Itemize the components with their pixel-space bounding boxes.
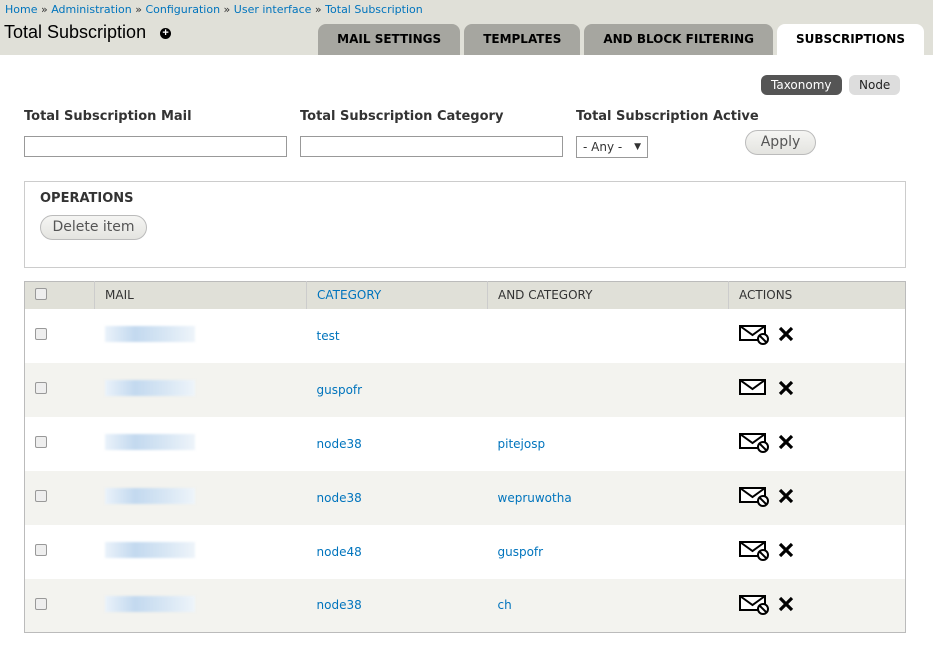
category-filter-input[interactable] (300, 136, 563, 157)
delete-item-button[interactable]: Delete item (40, 215, 147, 240)
col-and-category: AND CATEGORY (487, 281, 729, 309)
category-link[interactable]: test (316, 328, 340, 343)
breadcrumb: Home » Administration » Configuration » … (5, 3, 423, 16)
mail-redacted (104, 326, 195, 342)
delete-x-icon[interactable] (778, 434, 794, 453)
apply-button[interactable]: Apply (745, 130, 816, 155)
breadcrumb-total-subscription[interactable]: Total Subscription (325, 3, 423, 16)
row-checkbox[interactable] (35, 382, 47, 394)
breadcrumb-user-interface[interactable]: User interface (233, 3, 312, 16)
mail-redacted (104, 434, 195, 450)
delete-x-icon[interactable] (778, 488, 794, 507)
add-shortcut-icon[interactable]: + (160, 27, 172, 39)
category-link[interactable]: node48 (316, 544, 362, 559)
category-link[interactable]: node38 (316, 598, 362, 613)
delete-x-icon[interactable] (778, 380, 794, 399)
row-checkbox[interactable] (35, 490, 47, 502)
tab-templates[interactable]: TEMPLATES (464, 24, 581, 55)
breadcrumb-configuration[interactable]: Configuration (145, 3, 221, 16)
page-title-text: Total Subscription (4, 22, 147, 42)
tab-mail-settings[interactable]: MAIL SETTINGS (318, 24, 461, 55)
mail-filter-label: Total Subscription Mail (24, 109, 192, 124)
and-category-link[interactable]: ch (497, 598, 512, 613)
taxonomy-button[interactable]: Taxonomy (761, 75, 842, 95)
row-checkbox[interactable] (35, 436, 47, 448)
operations-panel: OPERATIONS Delete item (24, 181, 906, 268)
mail-redacted (104, 595, 195, 612)
col-mail: MAIL (94, 281, 307, 309)
header: Home » Administration » Configuration » … (0, 0, 933, 55)
row-checkbox[interactable] (35, 328, 47, 340)
delete-x-icon[interactable] (778, 542, 794, 561)
row-checkbox[interactable] (35, 544, 47, 556)
category-link[interactable]: guspofr (316, 382, 363, 397)
active-filter-label: Total Subscription Active (576, 109, 759, 124)
tab-and-block-filtering[interactable]: AND BLOCK FILTERING (584, 24, 773, 55)
mail-blocked-icon[interactable] (738, 539, 769, 564)
table-row: node38 wepruwotha (24, 470, 906, 525)
active-filter-value: - Any - (583, 140, 623, 154)
delete-x-icon[interactable] (778, 596, 794, 615)
category-link[interactable]: node38 (316, 490, 362, 505)
and-category-link[interactable]: wepruwotha (497, 490, 572, 505)
col-actions: ACTIONS (728, 281, 906, 309)
page-title: Total Subscription + (4, 22, 172, 43)
mail-blocked-icon[interactable] (738, 485, 769, 510)
select-all-checkbox[interactable] (35, 287, 47, 300)
mail-blocked-icon[interactable] (738, 593, 769, 618)
tab-subscriptions[interactable]: SUBSCRIPTIONS (776, 24, 924, 55)
table-row: test (24, 308, 906, 363)
mail-filter-input[interactable] (24, 136, 287, 157)
and-category-link[interactable]: pitejosp (497, 436, 546, 451)
node-button[interactable]: Node (849, 75, 901, 95)
breadcrumb-administration[interactable]: Administration (51, 3, 132, 16)
delete-x-icon[interactable] (778, 326, 794, 345)
mail-blocked-icon[interactable] (738, 323, 769, 348)
table-row: node38 pitejosp (24, 416, 906, 471)
active-filter-select[interactable]: - Any - ▼ (576, 136, 648, 158)
mail-blocked-icon[interactable] (738, 431, 769, 456)
row-checkbox[interactable] (35, 597, 47, 610)
and-category-link[interactable]: guspofr (497, 544, 544, 559)
mail-icon[interactable] (738, 377, 769, 402)
mail-redacted (104, 542, 195, 558)
col-category-sort[interactable]: CATEGORY (317, 288, 382, 303)
category-filter-label: Total Subscription Category (300, 109, 504, 124)
mail-redacted (104, 488, 195, 504)
category-link[interactable]: node38 (316, 436, 362, 451)
table-row: guspofr (24, 362, 906, 417)
table-row: node38 ch (24, 578, 906, 633)
table-row: node48 guspofr (24, 524, 906, 579)
operations-title: OPERATIONS (40, 191, 134, 206)
tabs: MAIL SETTINGS TEMPLATES AND BLOCK FILTER… (318, 24, 924, 55)
breadcrumb-home[interactable]: Home (5, 3, 38, 16)
mail-redacted (104, 380, 195, 396)
subscriptions-table: MAIL CATEGORY AND CATEGORY ACTIONS test … (24, 281, 906, 633)
chevron-down-icon: ▼ (634, 142, 641, 152)
